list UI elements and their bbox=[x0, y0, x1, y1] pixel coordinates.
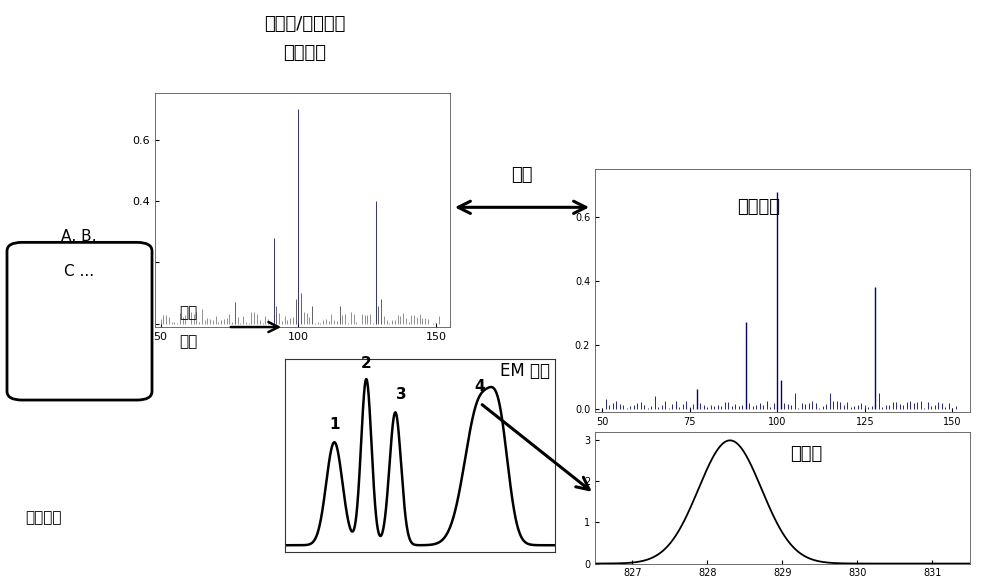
Text: 1: 1 bbox=[329, 417, 340, 432]
Text: 色谱: 色谱 bbox=[179, 305, 197, 320]
Text: 3: 3 bbox=[396, 387, 406, 402]
Text: A, B,: A, B, bbox=[61, 229, 97, 244]
Text: 2: 2 bbox=[361, 356, 372, 371]
Text: 一个样品: 一个样品 bbox=[25, 510, 62, 526]
Text: 伪浓度: 伪浓度 bbox=[790, 445, 822, 463]
Text: EM 计算: EM 计算 bbox=[500, 361, 550, 380]
Text: 标准谱图: 标准谱图 bbox=[284, 44, 326, 62]
FancyBboxPatch shape bbox=[7, 242, 152, 400]
Text: 4: 4 bbox=[474, 379, 485, 394]
Text: 分离: 分离 bbox=[179, 334, 197, 349]
Text: C ...: C ... bbox=[64, 264, 94, 279]
Text: 比对: 比对 bbox=[511, 166, 533, 184]
Text: 重建纯谱: 重建纯谱 bbox=[738, 199, 780, 217]
Text: 标的物/已知物的: 标的物/已知物的 bbox=[264, 15, 346, 33]
